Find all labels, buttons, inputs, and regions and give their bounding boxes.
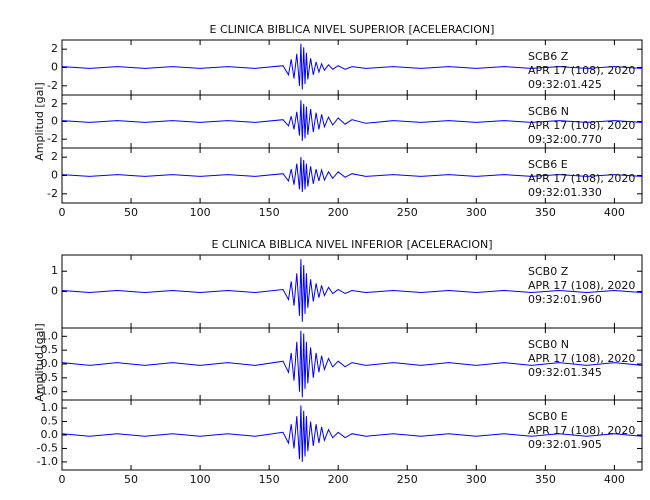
x-tick-label: 0 [59,206,66,219]
station-label: SCB0 Z [528,265,569,278]
x-tick-label: 300 [466,473,487,486]
x-tick-label: 200 [328,473,349,486]
date-label: APR 17 (108), 2020 [528,119,635,132]
y-tick-label: -0.5 [37,441,58,454]
y-tick-label: 0.0 [41,428,59,441]
station-label: SCB6 Z [528,50,569,63]
x-tick-label: 50 [124,473,138,486]
date-label: APR 17 (108), 2020 [528,172,635,185]
x-tick-label: 100 [190,206,211,219]
chart-title: E CLINICA BIBLICA NIVEL SUPERIOR [ACELER… [210,23,495,36]
time-label: 09:32:01.905 [528,438,602,451]
date-label: APR 17 (108), 2020 [528,424,635,437]
time-label: 09:32:01.330 [528,186,602,199]
y-tick-label: -2 [47,187,58,200]
x-tick-label: 400 [604,473,625,486]
x-tick-label: 150 [259,473,280,486]
waveform [61,405,643,462]
y-tick-label: -1.0 [37,455,58,468]
x-tick-label: 0 [59,473,66,486]
chart-title: E CLINICA BIBLICA NIVEL INFERIOR [ACELER… [211,238,492,251]
waveform [61,330,643,398]
y-tick-label: 1.0 [41,329,59,342]
date-label: APR 17 (108), 2020 [528,352,635,365]
y-tick-label: -2 [47,79,58,92]
x-tick-label: 50 [124,206,138,219]
y-tick-label: 0 [51,115,58,128]
station-label: SCB6 N [528,105,569,118]
y-tick-label: 2 [51,97,58,110]
station-label: SCB6 E [528,158,568,171]
time-label: 09:32:01.960 [528,293,602,306]
y-axis-label: Amplitud [gal] [33,323,46,401]
x-tick-label: 250 [397,206,418,219]
x-tick-label: 200 [328,206,349,219]
x-tick-label: 150 [259,206,280,219]
station-label: SCB0 E [528,410,568,423]
x-tick-label: 100 [190,473,211,486]
y-tick-label: -1.0 [37,385,58,398]
waveform [61,43,643,90]
y-tick-label: 2 [51,42,58,55]
y-tick-label: 2 [51,150,58,163]
waveform [61,157,643,193]
time-label: 09:32:01.345 [528,366,602,379]
y-tick-label: 1.0 [41,401,59,414]
y-tick-label: 0.5 [41,343,59,356]
y-tick-label: 0.5 [41,415,59,428]
time-label: 09:32:00.770 [528,133,602,146]
x-tick-label: 300 [466,206,487,219]
y-tick-label: -2 [47,132,58,145]
y-tick-label: 0 [51,285,58,298]
x-tick-label: 250 [397,473,418,486]
x-tick-label: 400 [604,206,625,219]
waveform [61,259,643,322]
y-tick-label: 0.0 [41,357,59,370]
y-tick-label: 0 [51,169,58,182]
y-tick-label: -0.5 [37,371,58,384]
waveform [61,100,643,141]
y-axis-label: Amplitud [gal] [33,82,46,160]
date-label: APR 17 (108), 2020 [528,64,635,77]
station-label: SCB0 N [528,338,569,351]
x-tick-label: 350 [535,206,556,219]
date-label: APR 17 (108), 2020 [528,279,635,292]
y-tick-label: 0 [51,61,58,74]
y-tick-label: 1 [51,264,58,277]
time-label: 09:32:01.425 [528,78,602,91]
x-tick-label: 350 [535,473,556,486]
